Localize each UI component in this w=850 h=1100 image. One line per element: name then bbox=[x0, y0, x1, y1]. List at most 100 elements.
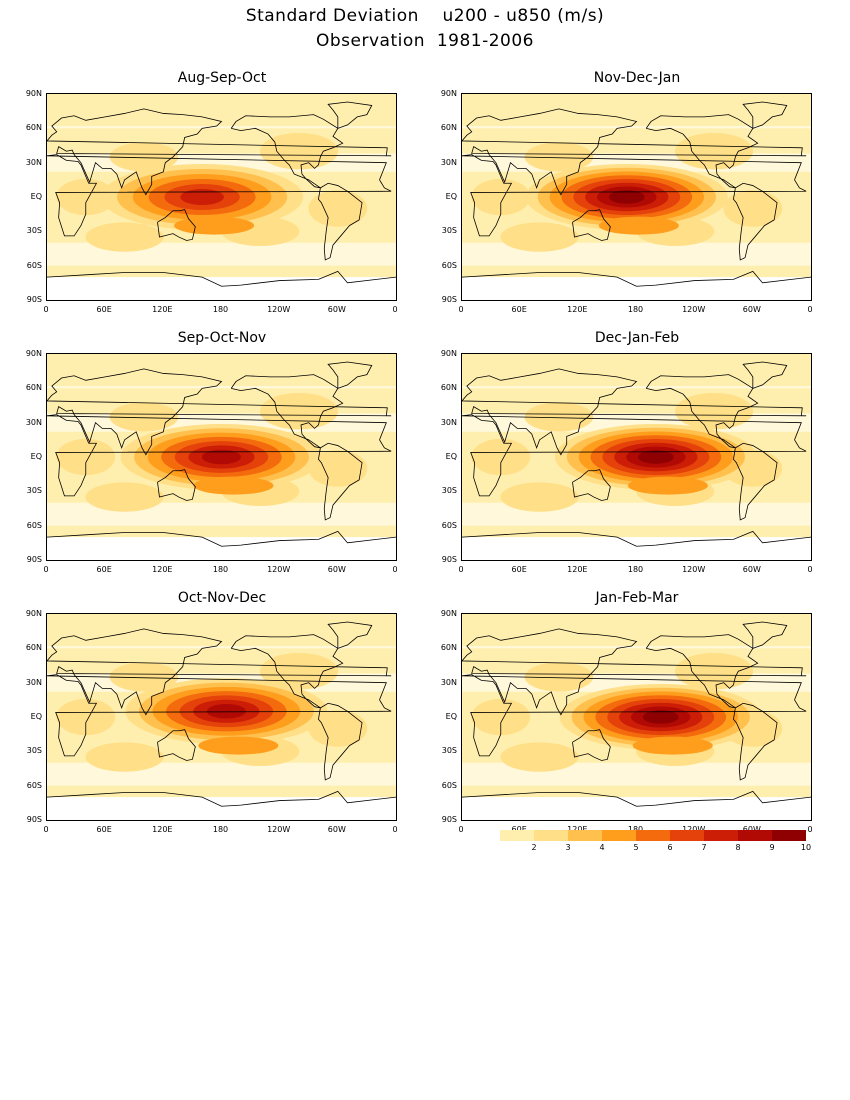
latitude-tick-label: 30S bbox=[441, 746, 457, 756]
latitude-tick-label: 90S bbox=[26, 555, 42, 564]
shading-blotch bbox=[85, 482, 164, 512]
coastline bbox=[733, 182, 778, 261]
coastline bbox=[230, 634, 344, 709]
longitude-tick-label: 0 bbox=[392, 825, 398, 834]
low-variance-band bbox=[47, 126, 396, 129]
longitude-tick-label: 0 bbox=[392, 305, 398, 314]
latitude-tick-label: 30N bbox=[25, 157, 42, 167]
latitude-tick-label: 90S bbox=[26, 815, 42, 824]
longitude-tick-label: 60W bbox=[327, 305, 346, 314]
low-variance-band bbox=[462, 126, 811, 129]
hotspot-contour bbox=[608, 190, 645, 204]
low-variance-band bbox=[47, 537, 396, 560]
longitude-tick-label: 60W bbox=[742, 305, 761, 314]
low-variance-band bbox=[462, 537, 811, 560]
colorbar-label: 10 bbox=[800, 843, 812, 852]
coastline bbox=[742, 621, 788, 649]
longitude-tick-label: 120W bbox=[679, 825, 709, 834]
map-plot-area bbox=[46, 93, 397, 301]
longitude-tick-label: 60E bbox=[511, 305, 527, 314]
shading-blotch bbox=[109, 662, 179, 692]
latitude-tick-label: 30S bbox=[441, 226, 457, 236]
map-plot-area bbox=[461, 613, 812, 821]
coastline bbox=[47, 790, 396, 807]
coastline bbox=[572, 469, 611, 501]
latitude-tick-label: 30S bbox=[26, 746, 42, 756]
latitude-tick-label: EQ bbox=[445, 452, 457, 461]
longitude-tick-label: 180 bbox=[212, 825, 229, 834]
colorbar-label: 2 bbox=[531, 843, 537, 852]
longitude-tick-label: 60W bbox=[737, 825, 767, 834]
panel-title: Jan-Feb-Mar bbox=[595, 590, 679, 606]
latitude-tick-label: 60N bbox=[440, 123, 457, 133]
longitude-tick-label: 60E bbox=[96, 825, 112, 834]
coastline bbox=[462, 108, 807, 196]
coastline bbox=[157, 209, 196, 241]
latitude-tick-label: 90N bbox=[25, 609, 42, 618]
shading-blotch bbox=[85, 222, 164, 252]
coastline bbox=[318, 442, 363, 521]
map-plot-area bbox=[461, 93, 812, 301]
colorbar-swatch bbox=[636, 830, 670, 841]
colorbar-swatch bbox=[568, 830, 602, 841]
shading-blotch bbox=[85, 742, 164, 772]
coastline bbox=[733, 442, 778, 521]
coastline bbox=[645, 634, 759, 709]
longitude-tick-label: 120W bbox=[682, 565, 706, 574]
colorbar-swatch bbox=[772, 830, 806, 841]
coastline bbox=[157, 469, 196, 501]
shading-blotch bbox=[56, 698, 116, 736]
figure-title-line1: Standard Deviation u200 - u850 (m/s) bbox=[245, 6, 605, 26]
low-variance-band bbox=[462, 277, 811, 300]
latitude-tick-label: 90S bbox=[441, 295, 457, 304]
low-variance-band bbox=[47, 277, 396, 300]
longitude-tick-label: 180 bbox=[212, 565, 229, 574]
longitude-tick-label: 0 bbox=[43, 825, 49, 834]
longitude-tick-label: 0 bbox=[392, 565, 398, 574]
longitude-tick-label: 60E bbox=[96, 565, 112, 574]
longitude-tick-label: 60E bbox=[504, 825, 534, 834]
panel-title: Sep-Oct-Nov bbox=[177, 330, 267, 346]
colorbar-label: 4 bbox=[599, 843, 605, 852]
shading-blotch bbox=[471, 178, 531, 216]
coastline bbox=[462, 414, 807, 497]
coastline bbox=[462, 154, 807, 237]
coastline bbox=[645, 114, 759, 189]
low-variance-band bbox=[47, 797, 396, 820]
longitude-tick-label: 180 bbox=[627, 305, 644, 314]
shading-blotch bbox=[524, 402, 594, 432]
panel-title: Aug-Sep-Oct bbox=[177, 70, 267, 86]
latitude-tick-label: 60N bbox=[440, 643, 457, 653]
colorbar-swatch bbox=[738, 830, 772, 841]
latitude-tick-label: 30N bbox=[440, 157, 457, 167]
latitude-tick-label: 90S bbox=[26, 295, 42, 304]
latitude-tick-label: 60N bbox=[25, 643, 42, 653]
colorbar-swatch bbox=[704, 830, 738, 841]
shading-blotch bbox=[471, 698, 531, 736]
latitude-tick-label: EQ bbox=[30, 452, 42, 461]
longitude-tick-label: 0 bbox=[807, 305, 813, 314]
shading-blotch bbox=[308, 450, 368, 487]
shading-blotch bbox=[500, 482, 579, 512]
coastline bbox=[47, 414, 392, 497]
coastline bbox=[47, 154, 392, 237]
shading-blotch bbox=[56, 438, 116, 476]
coastline bbox=[462, 674, 807, 757]
shading-blotch bbox=[56, 178, 116, 216]
latitude-tick-label: EQ bbox=[30, 712, 42, 721]
longitude-tick-label: 0 bbox=[807, 565, 813, 574]
longitude-tick-label: 120E bbox=[152, 825, 173, 834]
map-plot-area bbox=[461, 353, 812, 561]
colorbar-swatch bbox=[670, 830, 704, 841]
coastline bbox=[47, 108, 392, 196]
latitude-tick-label: 90N bbox=[440, 349, 457, 358]
secondary-maximum bbox=[632, 736, 713, 755]
coastline bbox=[47, 628, 392, 716]
colorbar-swatch bbox=[534, 830, 568, 841]
latitude-tick-label: 60S bbox=[441, 260, 457, 270]
latitude-tick-label: 30S bbox=[441, 486, 457, 496]
longitude-tick-label: 120E bbox=[562, 825, 592, 834]
secondary-maximum bbox=[198, 736, 279, 755]
shading-blotch bbox=[471, 438, 531, 476]
longitude-tick-label: 120W bbox=[267, 565, 291, 574]
